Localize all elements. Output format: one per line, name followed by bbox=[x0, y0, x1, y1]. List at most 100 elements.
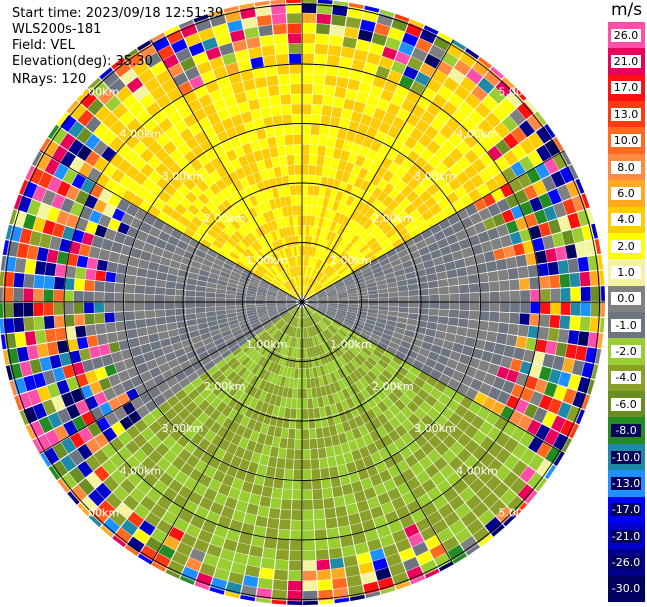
colorbar-tick-label: -10.0 bbox=[611, 450, 641, 464]
velocity-gate bbox=[36, 434, 52, 452]
velocity-gate bbox=[235, 302, 246, 306]
velocity-gate bbox=[565, 344, 578, 359]
velocity-gate bbox=[489, 291, 500, 302]
velocity-gate bbox=[22, 181, 38, 199]
velocity-gate bbox=[302, 84, 313, 94]
velocity-gate bbox=[13, 194, 23, 210]
velocity-gate bbox=[256, 86, 269, 99]
velocity-gate bbox=[174, 471, 189, 485]
velocity-gate bbox=[246, 263, 257, 272]
velocity-gate bbox=[341, 325, 351, 333]
velocity-gate bbox=[510, 477, 527, 495]
velocity-gate bbox=[200, 205, 212, 217]
velocity-gate bbox=[254, 193, 264, 205]
velocity-gate bbox=[407, 313, 419, 320]
velocity-gate bbox=[245, 88, 258, 101]
velocity-gate bbox=[69, 350, 82, 364]
velocity-gate bbox=[239, 319, 250, 326]
velocity-gate bbox=[291, 289, 299, 298]
velocity-gate bbox=[363, 360, 374, 371]
velocity-gate bbox=[294, 256, 299, 267]
velocity-gate bbox=[462, 409, 477, 424]
velocity-gate bbox=[16, 346, 29, 362]
velocity-gate bbox=[175, 389, 188, 401]
velocity-gate bbox=[195, 285, 207, 292]
velocity-gate bbox=[370, 333, 381, 341]
velocity-gate bbox=[121, 379, 135, 392]
velocity-gate bbox=[334, 316, 345, 323]
velocity-gate bbox=[331, 434, 341, 446]
velocity-gate bbox=[306, 246, 311, 257]
velocity-gate bbox=[302, 33, 316, 44]
velocity-gate bbox=[254, 400, 264, 412]
velocity-gate bbox=[109, 119, 126, 136]
velocity-gate bbox=[353, 223, 363, 235]
velocity-gate bbox=[307, 277, 312, 287]
velocity-gate bbox=[188, 491, 203, 506]
velocity-gate bbox=[195, 307, 206, 314]
velocity-gate bbox=[85, 454, 101, 471]
velocity-gate bbox=[366, 149, 378, 162]
velocity-gate bbox=[252, 171, 263, 184]
velocity-gate bbox=[212, 355, 224, 365]
velocity-gate bbox=[467, 274, 479, 284]
velocity-gate bbox=[382, 421, 395, 434]
velocity-gate bbox=[158, 362, 171, 374]
velocity-gate bbox=[332, 392, 341, 404]
velocity-gate bbox=[379, 534, 395, 548]
velocity-gate bbox=[133, 171, 148, 186]
velocity-gate bbox=[417, 493, 432, 508]
velocity-gate bbox=[469, 212, 483, 225]
velocity-gate bbox=[567, 330, 580, 345]
velocity-gate bbox=[243, 209, 254, 221]
velocity-gate bbox=[337, 379, 346, 391]
velocity-gate bbox=[275, 331, 283, 341]
velocity-gate bbox=[411, 47, 428, 62]
velocity-gate bbox=[321, 343, 328, 354]
velocity-gate bbox=[288, 560, 302, 571]
velocity-gate bbox=[38, 171, 53, 189]
velocity-gate bbox=[162, 487, 178, 502]
velocity-gate bbox=[354, 212, 365, 224]
velocity-gate bbox=[126, 118, 142, 134]
velocity-gate bbox=[179, 128, 194, 142]
velocity-gate bbox=[424, 53, 441, 69]
velocity-gate bbox=[432, 190, 446, 203]
velocity-gate bbox=[219, 271, 231, 279]
velocity-gate bbox=[486, 331, 498, 343]
velocity-gate bbox=[145, 234, 158, 246]
velocity-gate bbox=[287, 165, 295, 176]
velocity-gate bbox=[322, 240, 329, 251]
velocity-gate bbox=[332, 148, 343, 160]
velocity-gate bbox=[158, 331, 170, 341]
velocity-gate bbox=[376, 178, 389, 191]
velocity-gate bbox=[479, 135, 495, 152]
velocity-gate bbox=[355, 91, 369, 104]
velocity-gate bbox=[222, 474, 235, 487]
velocity-gate bbox=[518, 120, 535, 138]
velocity-gate bbox=[290, 306, 298, 314]
velocity-gate bbox=[223, 430, 235, 443]
velocity-gate bbox=[436, 271, 448, 280]
velocity-gate bbox=[395, 581, 411, 590]
velocity-gate bbox=[124, 284, 135, 294]
velocity-gate bbox=[290, 267, 296, 278]
velocity-gate bbox=[167, 235, 180, 247]
velocity-gate bbox=[341, 545, 356, 558]
velocity-gate bbox=[370, 199, 382, 211]
velocity-gate bbox=[349, 69, 363, 81]
velocity-gate bbox=[356, 552, 372, 565]
velocity-gate bbox=[207, 112, 221, 126]
velocity-gate bbox=[159, 472, 174, 487]
velocity-gate bbox=[394, 243, 406, 253]
velocity-gate bbox=[287, 438, 295, 449]
velocity-gate bbox=[43, 302, 54, 316]
velocity-gate bbox=[355, 39, 371, 52]
velocity-gate bbox=[358, 145, 370, 158]
velocity-gate bbox=[316, 437, 325, 449]
velocity-gate bbox=[291, 398, 297, 409]
velocity-gate bbox=[289, 305, 298, 312]
velocity-gate bbox=[235, 305, 246, 309]
velocity-gate bbox=[297, 338, 301, 348]
velocity-gate bbox=[486, 162, 502, 177]
